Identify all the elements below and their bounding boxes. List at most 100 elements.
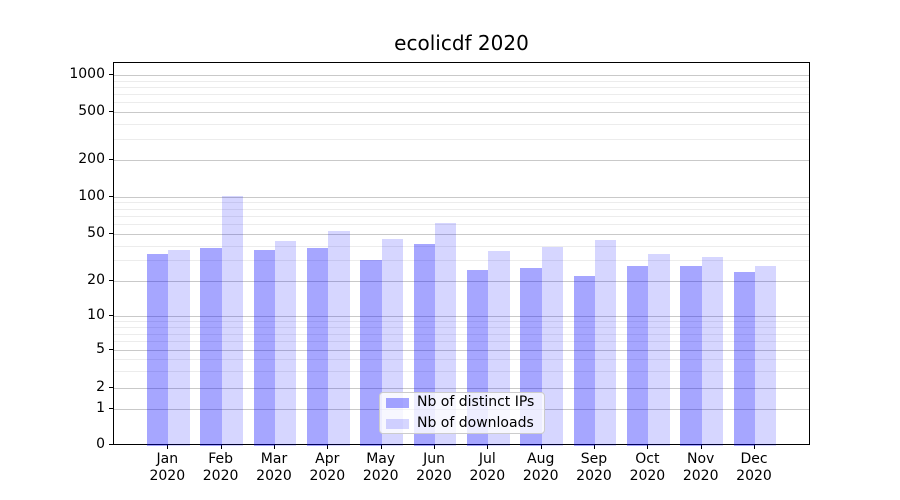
gridline-major — [114, 234, 809, 236]
x-tick-year: 2020 — [469, 468, 506, 484]
x-tick-year: 2020 — [149, 468, 186, 484]
y-axis-tick-label: 500 — [78, 102, 105, 119]
x-tick-mark — [380, 445, 382, 449]
y-axis-tick-label: 2 — [96, 378, 105, 395]
bar-downloads — [595, 239, 617, 446]
gridline-minor — [114, 333, 809, 335]
gridline-minor — [114, 224, 809, 226]
y-tick-mark — [109, 110, 113, 112]
x-tick-mark — [220, 445, 222, 449]
gridline-minor — [114, 208, 809, 210]
gridline-major — [114, 160, 809, 161]
y-axis-tick-label: 50 — [87, 225, 105, 242]
x-tick-month: Sep — [580, 451, 608, 467]
bar-downloads — [755, 265, 777, 446]
bar-distinct-ips — [573, 276, 595, 446]
x-tick-year: 2020 — [682, 468, 719, 484]
bar-distinct-ips — [627, 265, 649, 446]
x-tick-mark — [434, 445, 435, 449]
x-tick-month: Jul — [478, 451, 496, 467]
bar-distinct-ips — [360, 260, 382, 446]
y-tick-mark — [109, 195, 113, 197]
y-tick-mark — [109, 233, 113, 235]
gridline-major — [114, 75, 809, 76]
x-axis-tick-label: May 2020 — [346, 451, 416, 485]
y-tick-mark — [109, 386, 113, 388]
x-tick-month: Jan — [156, 451, 179, 467]
gridline-minor — [114, 371, 809, 372]
bar-downloads — [541, 247, 564, 446]
x-axis-tick-label: Jun 2020 — [399, 451, 469, 485]
legend-label-downloads: Nb of downloads — [417, 415, 534, 431]
bar-distinct-ips — [680, 265, 702, 446]
gridline-minor — [114, 321, 809, 323]
y-tick-mark — [109, 444, 113, 446]
gridline-major — [114, 111, 809, 113]
x-tick-mark — [487, 445, 489, 449]
x-tick-year: 2020 — [202, 468, 239, 484]
x-tick-mark — [594, 445, 595, 449]
x-tick-year: 2020 — [522, 468, 559, 484]
gridline-minor — [114, 80, 809, 82]
x-tick-year: 2020 — [736, 468, 772, 484]
x-tick-mark — [167, 445, 169, 449]
y-axis-tick-label: 20 — [87, 272, 105, 288]
bar-distinct-ips — [306, 248, 329, 446]
legend-label-distinct-ips: Nb of distinct IPs — [417, 394, 535, 410]
legend-row-downloads: Nb of downloads — [380, 413, 544, 434]
gridline-minor — [114, 359, 809, 361]
x-axis-tick-label: Mar 2020 — [239, 451, 309, 485]
x-tick-year: 2020 — [576, 468, 612, 484]
gridline-minor — [114, 245, 809, 247]
chart-title: ecolicdf 2020 — [394, 31, 529, 55]
gridline-minor — [114, 138, 809, 140]
x-tick-month: Mar — [260, 451, 288, 467]
plot-area — [113, 62, 810, 446]
x-axis-tick-label: Feb 2020 — [186, 451, 256, 485]
x-axis-tick-label: Jan 2020 — [132, 451, 202, 485]
y-tick-mark — [109, 74, 113, 75]
x-tick-month: Nov — [687, 451, 715, 467]
gridline-minor — [114, 123, 809, 125]
bar-downloads — [648, 254, 670, 446]
x-tick-month: Jun — [423, 451, 445, 467]
gridline-major — [114, 281, 809, 282]
gridline-minor — [114, 202, 809, 204]
bar-downloads — [168, 249, 190, 446]
bar-downloads — [275, 240, 297, 446]
x-tick-month: Aug — [527, 451, 555, 467]
gridline-minor — [114, 326, 809, 328]
x-tick-month: May — [366, 451, 396, 467]
y-tick-mark — [109, 349, 113, 350]
x-axis-tick-label: Nov 2020 — [666, 451, 736, 485]
x-tick-mark — [700, 445, 702, 449]
x-tick-mark — [327, 445, 329, 449]
x-tick-year: 2020 — [416, 468, 452, 484]
legend-swatch-distinct-ips — [386, 397, 409, 408]
bar-distinct-ips — [146, 254, 169, 446]
gridline-minor — [114, 86, 809, 88]
x-tick-month: Feb — [208, 451, 233, 467]
bar-distinct-ips — [733, 271, 755, 446]
x-tick-month: Apr — [315, 451, 340, 467]
bar-distinct-ips — [200, 248, 222, 446]
y-tick-mark — [109, 315, 113, 316]
y-tick-mark — [109, 159, 113, 160]
x-axis-tick-label: Sep 2020 — [559, 451, 629, 485]
legend: Nb of distinct IPs Nb of downloads — [379, 392, 545, 434]
x-axis-tick-label: Jul 2020 — [452, 451, 522, 485]
gridline-major — [114, 350, 809, 351]
bar-downloads — [435, 222, 457, 446]
legend-row-distinct-ips: Nb of distinct IPs — [380, 392, 544, 413]
legend-swatch-downloads — [386, 418, 409, 429]
x-axis-tick-label: Apr 2020 — [292, 451, 362, 485]
y-axis-tick-label: 1 — [96, 400, 105, 417]
y-axis-tick-label: 0 — [96, 436, 105, 453]
y-tick-mark — [109, 280, 113, 281]
y-axis-tick-label: 100 — [78, 187, 105, 204]
y-axis-tick-label: 5 — [96, 341, 105, 357]
bar-downloads — [701, 257, 724, 446]
gridline-minor — [114, 341, 809, 343]
x-tick-mark — [754, 445, 755, 449]
